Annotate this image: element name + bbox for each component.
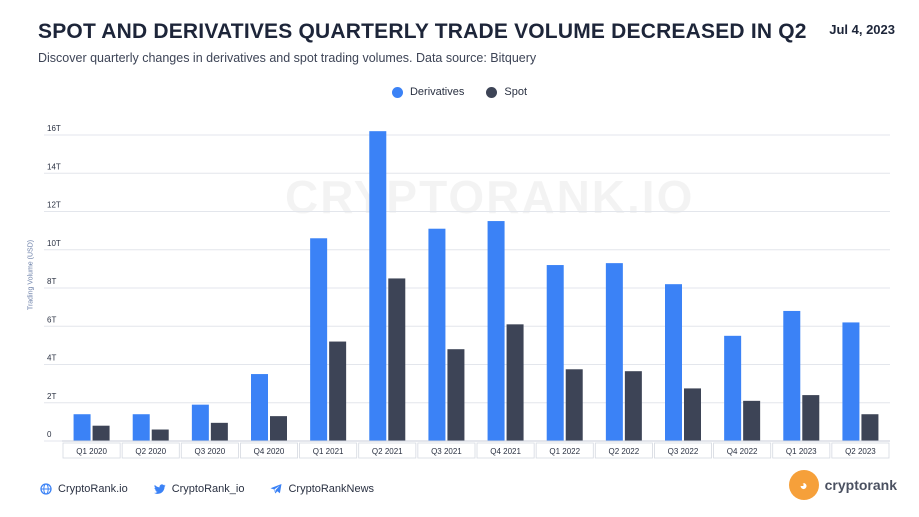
x-tick-box bbox=[713, 442, 772, 459]
x-tick-box bbox=[476, 442, 535, 459]
x-tick-label: Q3 2022 bbox=[668, 447, 699, 456]
x-tick-label: Q1 2021 bbox=[313, 447, 344, 456]
bar-spot-q1-2020 bbox=[92, 425, 110, 441]
x-tick-box bbox=[772, 442, 831, 459]
brand-logo: ◕ cryptorank bbox=[788, 470, 897, 500]
y-tick-label: 16T bbox=[47, 124, 61, 133]
x-tick-box bbox=[535, 442, 594, 459]
bar-spot-q2-2021 bbox=[388, 278, 406, 441]
x-tick-box bbox=[358, 442, 417, 459]
y-tick-label: 6T bbox=[47, 315, 56, 324]
x-tick-box bbox=[417, 442, 476, 459]
x-tick-label: Q1 2022 bbox=[549, 447, 580, 456]
x-tick-box bbox=[299, 442, 358, 459]
legend-label-spot: Spot bbox=[504, 86, 528, 98]
x-tick-label: Q2 2023 bbox=[845, 447, 876, 456]
bar-spot-q3-2022 bbox=[684, 388, 701, 441]
bar-spot-q4-2021 bbox=[506, 324, 524, 441]
legend-swatch-spot bbox=[486, 86, 498, 98]
bar-spot-q3-2020 bbox=[210, 422, 228, 441]
y-tick-label: 14T bbox=[47, 162, 61, 171]
bar-spot-q2-2020 bbox=[151, 429, 169, 441]
publish-date: Jul 4, 2023 bbox=[829, 22, 895, 37]
chart-title: SPOT AND DERIVATIVES QUARTERLY TRADE VOL… bbox=[38, 20, 807, 43]
bar-derivatives-q3-2020 bbox=[191, 404, 209, 441]
footer-website-link[interactable]: CryptoRank.io bbox=[40, 483, 128, 495]
bar-derivatives-q1-2023 bbox=[783, 310, 801, 441]
x-tick-box bbox=[654, 442, 712, 459]
bar-derivatives-q1-2022 bbox=[546, 265, 564, 441]
y-tick-label: 12T bbox=[47, 201, 61, 210]
x-tick-label: Q2 2020 bbox=[135, 447, 166, 456]
x-tick-box bbox=[121, 442, 180, 459]
y-tick-label: 10T bbox=[47, 239, 61, 248]
x-tick-label: Q2 2022 bbox=[609, 447, 640, 456]
globe-icon bbox=[40, 483, 52, 495]
chart-legend: Derivatives Spot bbox=[0, 86, 919, 98]
bar-derivatives-q3-2021 bbox=[428, 228, 446, 441]
brand-name: cryptorank bbox=[824, 477, 897, 493]
brand-mark-icon: ◕ bbox=[788, 470, 819, 500]
bar-derivatives-q4-2020 bbox=[251, 374, 268, 441]
y-tick-label: 4T bbox=[47, 354, 56, 363]
bar-spot-q2-2022 bbox=[624, 371, 642, 441]
bar-spot-q1-2022 bbox=[565, 369, 583, 441]
x-tick-box bbox=[62, 442, 121, 459]
footer: CryptoRank.io CryptoRank_io CryptoRankNe… bbox=[40, 483, 374, 495]
bar-derivatives-q1-2020 bbox=[73, 414, 91, 441]
bar-spot-q1-2021 bbox=[329, 341, 347, 441]
x-tick-box bbox=[240, 442, 298, 459]
footer-twitter-link[interactable]: CryptoRank_io bbox=[153, 483, 245, 495]
chart-subtitle: Discover quarterly changes in derivative… bbox=[38, 51, 537, 65]
bar-derivatives-q2-2023 bbox=[842, 322, 860, 441]
y-tick-label: 2T bbox=[47, 392, 56, 401]
legend-item-spot[interactable]: Spot bbox=[486, 86, 527, 98]
x-tick-box bbox=[831, 442, 890, 459]
telegram-icon bbox=[270, 483, 282, 495]
bar-spot-q1-2023 bbox=[802, 395, 820, 441]
watermark: CRYPTORANK.IO bbox=[285, 170, 694, 224]
y-tick-label: 0 bbox=[47, 430, 52, 439]
x-tick-box bbox=[180, 442, 239, 459]
x-tick-label: Q3 2021 bbox=[431, 447, 462, 456]
x-tick-label: Q1 2020 bbox=[76, 447, 107, 456]
bar-spot-q3-2021 bbox=[447, 349, 465, 441]
x-tick-box bbox=[594, 442, 653, 459]
footer-telegram-label: CryptoRankNews bbox=[288, 483, 375, 495]
legend-swatch-derivatives bbox=[391, 86, 403, 98]
x-tick-label: Q4 2021 bbox=[490, 447, 521, 456]
x-tick-label: Q1 2023 bbox=[786, 447, 817, 456]
bar-derivatives-q3-2022 bbox=[665, 284, 682, 441]
bar-derivatives-q2-2020 bbox=[132, 414, 150, 441]
bar-derivatives-q2-2022 bbox=[605, 263, 623, 441]
legend-label-derivatives: Derivatives bbox=[409, 86, 465, 98]
bar-derivatives-q4-2021 bbox=[487, 221, 505, 441]
x-tick-label: Q2 2021 bbox=[372, 447, 403, 456]
footer-twitter-label: CryptoRank_io bbox=[171, 483, 245, 495]
legend-item-derivatives[interactable]: Derivatives bbox=[391, 86, 465, 98]
bar-spot-q4-2020 bbox=[270, 416, 287, 441]
twitter-icon bbox=[153, 483, 166, 495]
x-tick-label: Q3 2020 bbox=[195, 447, 226, 456]
bar-spot-q2-2023 bbox=[861, 414, 879, 441]
footer-website-label: CryptoRank.io bbox=[58, 483, 128, 495]
bar-derivatives-q2-2021 bbox=[369, 131, 387, 442]
bar-derivatives-q4-2022 bbox=[724, 335, 742, 441]
bar-spot-q4-2022 bbox=[743, 400, 761, 441]
x-tick-label: Q4 2020 bbox=[254, 447, 285, 456]
y-tick-label: 8T bbox=[47, 277, 56, 286]
bar-derivatives-q1-2021 bbox=[310, 238, 328, 441]
footer-telegram-link[interactable]: CryptoRankNews bbox=[270, 483, 374, 495]
x-tick-label: Q4 2022 bbox=[727, 447, 758, 456]
